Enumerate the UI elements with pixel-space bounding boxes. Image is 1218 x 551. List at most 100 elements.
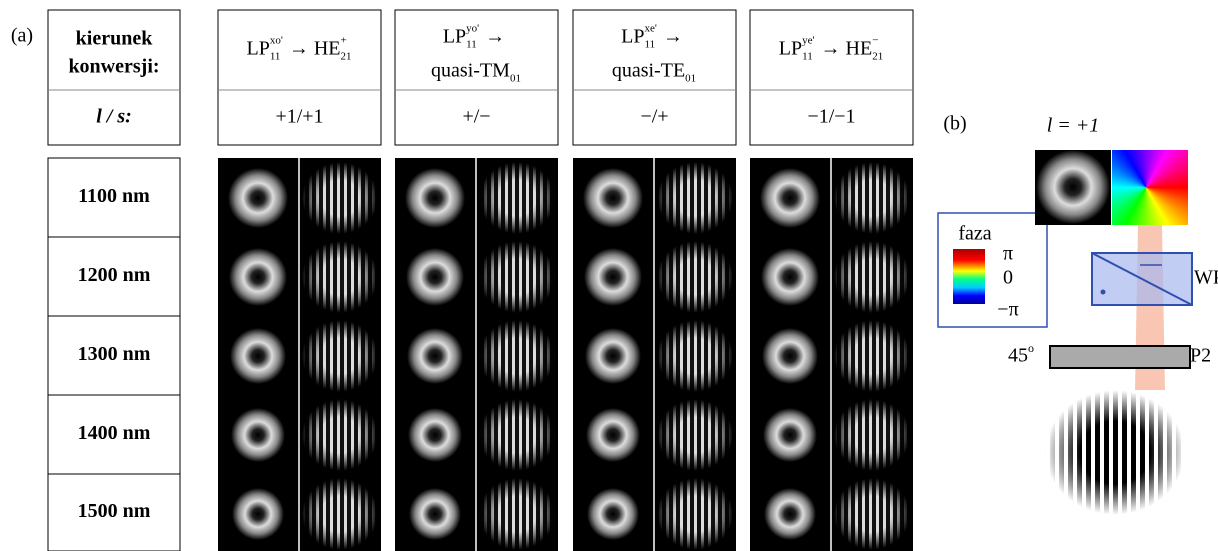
sub: 01 [685, 73, 696, 85]
sup: xo' [270, 35, 283, 47]
ring-image [760, 168, 820, 228]
sub: 21 [341, 51, 352, 63]
ring-image [230, 328, 286, 384]
fringe-image [302, 399, 378, 471]
label: 0 [1003, 267, 1013, 289]
fringe-image [657, 241, 733, 313]
beam-ring [1036, 150, 1110, 224]
figure: (a) kierunek konwersji: l / s: 1100 nm 1200 n… [0, 0, 1218, 551]
sub: 21 [872, 51, 883, 63]
base: quasi-TE [612, 60, 685, 82]
label: 1500 nm [78, 500, 151, 522]
fringe-image [657, 320, 733, 392]
fringe-image [479, 478, 555, 550]
label: WP2 [1194, 267, 1218, 289]
ring-image [585, 328, 641, 384]
interference-image [1045, 390, 1185, 515]
fringe-image [834, 241, 910, 313]
label: −π [997, 299, 1018, 321]
ring-image [583, 168, 643, 228]
label: l / s: [96, 106, 132, 128]
ring-image [764, 488, 816, 540]
sup: + [341, 35, 347, 47]
arrow: → [289, 38, 309, 60]
axis-dot [1101, 290, 1106, 295]
ring-image [228, 168, 288, 228]
sub: 11 [644, 39, 655, 51]
fringe-image [834, 320, 910, 392]
label: konwersji: [68, 56, 159, 78]
label: kierunek [76, 28, 154, 50]
ring-image [407, 328, 463, 384]
label: −/+ [640, 106, 668, 128]
ring-image [587, 488, 639, 540]
ring-image [761, 248, 819, 306]
base: LP [621, 26, 644, 48]
sub: 01 [510, 73, 521, 85]
label: faza [958, 223, 991, 245]
ring-image [762, 328, 818, 384]
colorbar [953, 249, 985, 304]
sup: ye' [802, 35, 814, 47]
base: LP [443, 26, 466, 48]
label: (a) [11, 25, 33, 47]
fringe-image [302, 241, 378, 313]
sup: o [1028, 341, 1034, 355]
fringe-image [479, 162, 555, 234]
arrow: → [485, 26, 505, 48]
fringe-image [302, 162, 378, 234]
label: 1300 nm [78, 343, 151, 365]
label: 1100 nm [78, 185, 150, 207]
arrow: → [663, 26, 683, 48]
fringe-image [302, 320, 378, 392]
label: 45 [1008, 345, 1028, 367]
ring-image [763, 408, 817, 462]
base: quasi-TM [431, 60, 510, 82]
expression: LPye' 11 →HE− 21 [779, 35, 883, 63]
fringe-image [479, 399, 555, 471]
label: π [1003, 243, 1013, 265]
label: 1200 nm [78, 264, 151, 286]
fringe-image [302, 478, 378, 550]
ring-image [408, 408, 462, 462]
fringe-image [834, 399, 910, 471]
sup: yo' [466, 23, 479, 35]
base: HE [314, 38, 341, 60]
ring-image [586, 408, 640, 462]
label: 1400 nm [78, 422, 151, 444]
label: +1/+1 [275, 106, 323, 128]
ring-image [405, 168, 465, 228]
sub: 11 [802, 51, 813, 63]
label: l = +1 [1047, 115, 1100, 137]
arrow: → [821, 38, 841, 60]
ring-image [231, 408, 285, 462]
fringe-image [834, 478, 910, 550]
sub: 11 [466, 39, 477, 51]
base: LP [247, 38, 270, 60]
sub: 11 [270, 51, 281, 63]
phase-image [1112, 150, 1188, 225]
ring-image [409, 488, 461, 540]
ring-image [584, 248, 642, 306]
sup: − [872, 35, 878, 47]
ring-image [406, 248, 464, 306]
polarizer [1050, 346, 1190, 368]
sup: xe' [644, 23, 656, 35]
base: LP [779, 38, 802, 60]
fringe-image [657, 478, 733, 550]
figure-canvas: (a) kierunek konwersji: l / s: 1100 nm 1200 n… [0, 0, 1218, 551]
ring-image [232, 488, 284, 540]
fringe-image [479, 241, 555, 313]
fringe-image [479, 320, 555, 392]
label: (b) [943, 113, 966, 135]
label: P2 [1190, 345, 1211, 367]
ring-image [229, 248, 287, 306]
base: HE [846, 38, 873, 60]
fringe-image [657, 162, 733, 234]
fringe-image [834, 162, 910, 234]
